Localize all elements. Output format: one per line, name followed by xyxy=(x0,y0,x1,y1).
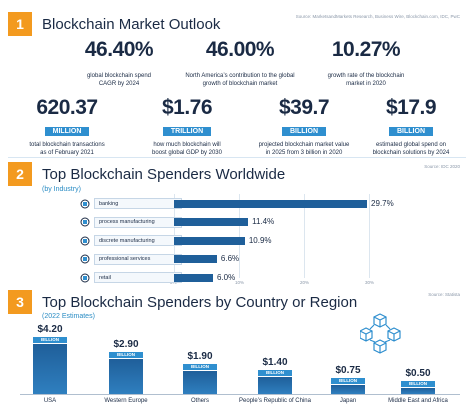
category-label: banking xyxy=(94,198,182,209)
value-label: 11.4% xyxy=(252,217,275,226)
section-2-header: 2 Top Blockchain Spenders Worldwide Sour… xyxy=(8,162,466,186)
industry-row: process manufacturing xyxy=(80,216,182,229)
industry-row: discrete manufacturing xyxy=(80,234,182,247)
stat-desc: global blockchain spend CAGR by 2024 xyxy=(86,73,152,87)
section-1-header: 1 Blockchain Market Outlook Source: Mark… xyxy=(8,12,466,36)
bar xyxy=(174,199,368,208)
stat-card: 620.37 MILLION total blockchain transact… xyxy=(12,96,122,157)
value-label: $1.90 xyxy=(187,351,213,363)
stat-unit: TRILLION xyxy=(162,127,212,136)
bar xyxy=(174,236,245,245)
section-3-number: 3 xyxy=(8,290,32,314)
stat-unit: BILLION xyxy=(389,127,433,136)
x-tick-label: 10% xyxy=(235,280,245,285)
gears-icon xyxy=(80,236,90,245)
section-3-header: 3 Top Blockchain Spenders by Country or … xyxy=(8,290,466,314)
value-label: 6.0% xyxy=(217,272,236,282)
grid-line xyxy=(239,194,240,278)
value-label: 10.9% xyxy=(248,235,272,245)
stat-value: 46.40% xyxy=(84,38,154,61)
stat-desc: how much blockchain will boost global GDP… xyxy=(152,142,222,156)
stat-desc: North America’s contribution to the glob… xyxy=(185,73,295,87)
section-1-source: Source: MarketsandMarkets Research, Busi… xyxy=(295,14,460,19)
stat-card: $1.76 TRILLION how much blockchain will b… xyxy=(132,96,242,157)
value-label: $4.20 xyxy=(37,324,63,335)
bar xyxy=(401,388,435,394)
unit-label: BILLION xyxy=(401,381,435,388)
category-label: process manufacturing xyxy=(94,216,182,228)
bar xyxy=(174,218,249,226)
bar xyxy=(258,377,292,394)
industry-row: banking xyxy=(80,197,182,210)
bar xyxy=(33,344,67,394)
stat-card: 10.27% growth rate of the blockchain mark… xyxy=(306,38,426,88)
category-label: Others xyxy=(190,398,209,404)
category-label: USA xyxy=(43,398,57,404)
bar xyxy=(174,255,217,263)
stat-card: 46.00% North America’s contribution to t… xyxy=(170,38,310,88)
stat-desc: growth rate of the blockchain market in 2… xyxy=(327,73,405,87)
industry-row: retail xyxy=(80,271,182,284)
unit-label: BILLION xyxy=(183,364,217,371)
unit-label: BILLION xyxy=(258,370,292,377)
value-label: $1.40 xyxy=(262,357,288,369)
section-3-title: Top Blockchain Spenders by Country or Re… xyxy=(42,293,358,311)
section-2-title: Top Blockchain Spenders Worldwide xyxy=(42,165,286,183)
section-1-number: 1 xyxy=(8,12,32,36)
value-label: $0.75 xyxy=(335,365,361,377)
x-tick-label: 20% xyxy=(300,280,310,285)
stat-desc: estimated global spend on blockchain solu… xyxy=(372,142,450,156)
unit-label: BILLION xyxy=(109,352,143,359)
value-label: $0.50 xyxy=(405,368,431,380)
factory-icon xyxy=(80,217,90,227)
stat-value: $17.9 xyxy=(385,96,437,119)
blockchain-cubes-icon xyxy=(360,313,401,354)
grid-line xyxy=(304,194,305,278)
value-label: 6.6% xyxy=(220,254,240,263)
section-3-subtitle: (2022 Estimates) xyxy=(42,313,95,320)
category-label: Japan xyxy=(339,398,357,404)
unit-label: BILLION xyxy=(33,337,67,343)
value-label: 29.7% xyxy=(371,198,394,208)
bank-icon xyxy=(80,199,90,208)
stat-value: $39.7 xyxy=(278,96,330,119)
stat-desc: total blockchain transactions as of Febru… xyxy=(29,142,105,156)
market-outlook-section: 1 Blockchain Market Outlook Source: Mark… xyxy=(8,8,466,158)
stat-value: $1.76 xyxy=(161,96,213,119)
category-label: Middle East and Africa xyxy=(388,398,448,404)
stat-desc: projected blockchain market value in 2025… xyxy=(258,142,350,156)
bar xyxy=(174,273,213,282)
stat-card: $17.9 BILLION estimated global spend on b… xyxy=(356,96,466,157)
stat-value: 46.00% xyxy=(205,38,275,61)
category-label: retail xyxy=(94,272,182,283)
x-tick-label: 30% xyxy=(365,280,375,285)
unit-label: BILLION xyxy=(331,378,365,385)
grid-line xyxy=(369,194,370,278)
stat-value: 620.37 xyxy=(36,96,98,119)
bar xyxy=(331,385,365,394)
stat-value: 10.27% xyxy=(331,38,401,61)
section-2-subtitle: (by Industry) xyxy=(42,186,81,193)
section-1-title: Blockchain Market Outlook xyxy=(42,15,221,33)
section-2-number: 2 xyxy=(8,162,32,186)
chart-baseline xyxy=(20,394,460,395)
stat-card: $39.7 BILLION projected blockchain marke… xyxy=(244,96,364,157)
industry-row: professional services xyxy=(80,253,182,266)
briefcase-icon xyxy=(80,254,90,264)
bar xyxy=(183,371,217,394)
section-2-source: Source: IDC 2020 xyxy=(424,164,460,169)
stat-unit: MILLION xyxy=(44,127,90,136)
value-label: $2.90 xyxy=(113,339,139,351)
category-label: People’s Republic of China xyxy=(239,398,311,404)
category-label: discrete manufacturing xyxy=(94,235,182,246)
stat-card: 46.40% global blockchain spend CAGR by 20… xyxy=(64,38,174,88)
cart-icon xyxy=(80,273,90,282)
bar xyxy=(109,359,143,394)
category-label: professional services xyxy=(94,253,182,265)
stat-unit: BILLION xyxy=(282,127,326,136)
category-label: Western Europe xyxy=(104,398,148,404)
section-3-source: Source: Statista xyxy=(428,292,460,297)
